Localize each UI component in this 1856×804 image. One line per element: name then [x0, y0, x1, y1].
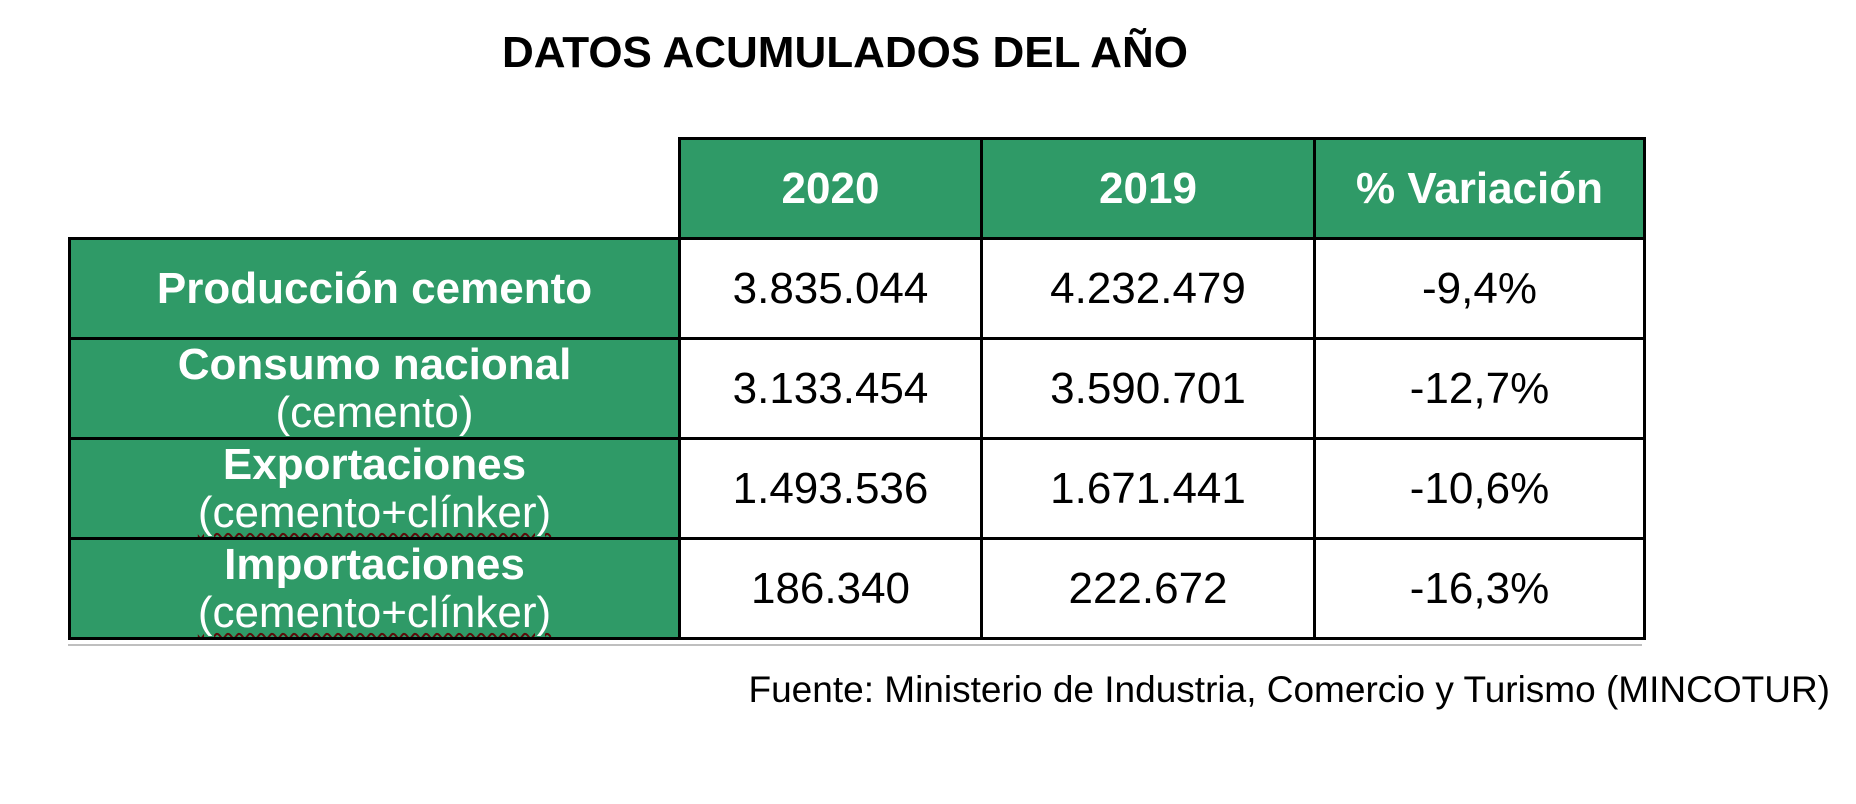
- value-cell: 3.835.044: [678, 237, 983, 340]
- table-row: Consumo nacional (cemento) 3.133.454 3.5…: [68, 337, 1646, 440]
- value-cell: -12,7%: [1313, 337, 1646, 440]
- value-cell: -9,4%: [1313, 237, 1646, 340]
- value-cell: -10,6%: [1313, 437, 1646, 540]
- value-cell: 222.672: [980, 537, 1316, 640]
- value-cell: 3.133.454: [678, 337, 983, 440]
- table-row: Exportaciones (cemento+clínker) 1.493.53…: [68, 437, 1646, 540]
- page-title: DATOS ACUMULADOS DEL AÑO: [501, 28, 1189, 77]
- value-cell: 3.590.701: [980, 337, 1316, 440]
- row-label-exportaciones: Exportaciones (cemento+clínker): [68, 437, 681, 540]
- col-header-2019: 2019: [980, 137, 1316, 240]
- row-label-sub: (cemento+clínker): [197, 587, 552, 637]
- corner-cell: [69, 138, 680, 239]
- table-row: Producción cemento 3.835.044 4.232.479 -…: [68, 237, 1646, 340]
- table-row: Importaciones (cemento+clínker) 186.340 …: [68, 537, 1646, 640]
- value-cell: 1.671.441: [980, 437, 1316, 540]
- row-label-main: Importaciones: [224, 539, 525, 589]
- data-table: 2020 2019 % Variación Producción cemento…: [68, 137, 1646, 640]
- col-header-2020: 2020: [678, 137, 983, 240]
- value-cell: -16,3%: [1313, 537, 1646, 640]
- table-bottom-shadow: [68, 644, 1642, 646]
- source-note: Fuente: Ministerio de Industria, Comerci…: [748, 669, 1831, 710]
- row-label-produccion: Producción cemento: [68, 237, 681, 340]
- row-label-sub: (cemento+clínker): [197, 487, 552, 537]
- row-label-main: Consumo nacional: [177, 339, 572, 389]
- row-label-main: Exportaciones: [222, 439, 527, 489]
- value-cell: 186.340: [678, 537, 983, 640]
- value-cell: 4.232.479: [980, 237, 1316, 340]
- header-row: 2020 2019 % Variación: [69, 137, 1646, 240]
- value-cell: 1.493.536: [678, 437, 983, 540]
- col-header-variacion: % Variación: [1313, 137, 1646, 240]
- row-label-sub: (cemento): [275, 387, 474, 437]
- row-label-importaciones: Importaciones (cemento+clínker): [68, 537, 681, 640]
- row-label-main: Producción cemento: [156, 263, 593, 313]
- row-label-consumo: Consumo nacional (cemento): [68, 337, 681, 440]
